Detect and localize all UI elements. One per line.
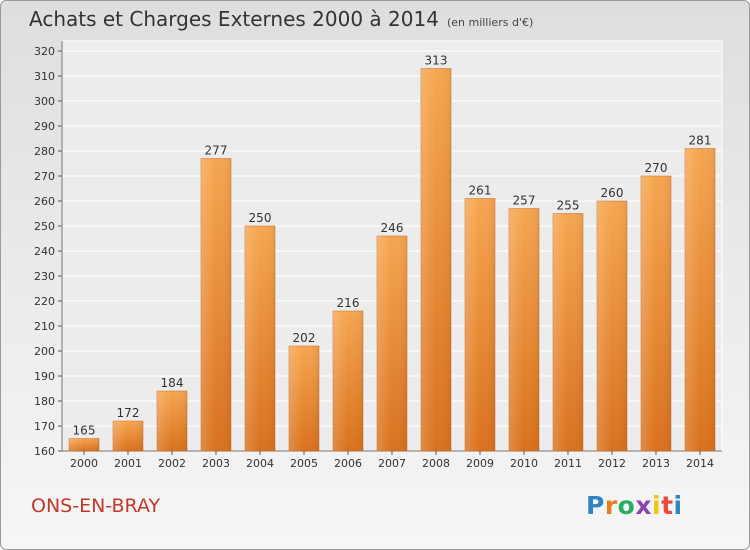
data-label: 165 bbox=[73, 424, 96, 438]
bar-shade bbox=[289, 346, 319, 451]
y-tick-label: 310 bbox=[34, 70, 55, 83]
y-tick-label: 280 bbox=[34, 145, 55, 158]
bars: 165 172 184 277 250 202 216 246 313 261 257 255 260 2… bbox=[68, 54, 716, 452]
logo-letter: t bbox=[661, 491, 674, 520]
y-tick-label: 220 bbox=[34, 295, 55, 308]
y-tick-label: 260 bbox=[34, 195, 55, 208]
bar-shade bbox=[641, 176, 671, 451]
y-tick-label: 210 bbox=[34, 320, 55, 333]
proxiti-logo: Proxiti bbox=[586, 491, 683, 520]
bar-shade bbox=[421, 68, 451, 451]
x-tick-label: 2014 bbox=[686, 457, 714, 470]
y-tick-label: 160 bbox=[34, 445, 55, 458]
logo-letter: o bbox=[617, 491, 636, 520]
y-tick-label: 190 bbox=[34, 370, 55, 383]
bar-shade bbox=[377, 236, 407, 451]
y-tick-label: 250 bbox=[34, 220, 55, 233]
data-label: 260 bbox=[601, 186, 624, 200]
data-label: 250 bbox=[249, 211, 272, 225]
data-label: 277 bbox=[205, 144, 228, 158]
data-label: 270 bbox=[645, 161, 668, 175]
x-axis-ticks: 2000 2001 2002 2003 2004 2005 2006 2007 2008 2009… bbox=[70, 451, 714, 470]
logo-letter: i bbox=[673, 491, 683, 520]
bar-shade bbox=[245, 226, 275, 451]
data-label: 202 bbox=[293, 331, 316, 345]
y-tick-label: 270 bbox=[34, 170, 55, 183]
logo-letter: i bbox=[652, 491, 662, 520]
bar-shade bbox=[69, 438, 99, 451]
y-tick-label: 200 bbox=[34, 345, 55, 358]
data-label: 184 bbox=[161, 376, 184, 390]
y-tick-label: 320 bbox=[34, 45, 55, 58]
x-tick-label: 2002 bbox=[158, 457, 186, 470]
x-tick-label: 2012 bbox=[598, 457, 626, 470]
y-axis-ticks: 160 170 180 190 200 210 220 230 240 250 260 270 280 2… bbox=[34, 45, 55, 458]
x-tick-label: 2010 bbox=[510, 457, 538, 470]
bar-shade bbox=[113, 421, 143, 451]
chart-title: Achats et Charges Externes 2000 à 2014 (e… bbox=[29, 7, 533, 31]
logo-letter: P bbox=[586, 491, 605, 520]
data-label: 257 bbox=[513, 194, 536, 208]
x-tick-label: 2011 bbox=[554, 457, 582, 470]
y-tick-label: 240 bbox=[34, 245, 55, 258]
x-tick-label: 2006 bbox=[334, 457, 362, 470]
bar-shade bbox=[685, 148, 715, 451]
x-tick-label: 2008 bbox=[422, 457, 450, 470]
data-label: 246 bbox=[381, 221, 404, 235]
y-tick-label: 300 bbox=[34, 95, 55, 108]
bar-shade bbox=[509, 208, 539, 451]
bar-shade bbox=[201, 158, 231, 451]
bar-shade bbox=[333, 311, 363, 451]
y-tick-label: 170 bbox=[34, 420, 55, 433]
bar-shade bbox=[597, 201, 627, 451]
bar-shade bbox=[465, 198, 495, 451]
data-label: 281 bbox=[689, 134, 712, 148]
bar-shade bbox=[553, 213, 583, 451]
data-label: 255 bbox=[557, 199, 580, 213]
y-tick-label: 290 bbox=[34, 120, 55, 133]
data-label: 172 bbox=[117, 406, 140, 420]
x-tick-label: 2005 bbox=[290, 457, 318, 470]
data-label: 261 bbox=[469, 184, 492, 198]
y-tick-label: 230 bbox=[34, 270, 55, 283]
logo-letter: r bbox=[604, 491, 618, 520]
x-tick-label: 2007 bbox=[378, 457, 406, 470]
bar-shade bbox=[157, 391, 187, 451]
x-tick-label: 2009 bbox=[466, 457, 494, 470]
x-tick-label: 2013 bbox=[642, 457, 670, 470]
logo-letter: x bbox=[635, 491, 652, 520]
x-tick-label: 2003 bbox=[202, 457, 230, 470]
data-label: 313 bbox=[425, 54, 448, 68]
x-tick-label: 2000 bbox=[70, 457, 98, 470]
chart-title-text: Achats et Charges Externes 2000 à 2014 bbox=[29, 7, 439, 31]
data-label: 216 bbox=[337, 296, 360, 310]
commune-name: ONS-EN-BRAY bbox=[31, 495, 161, 517]
unit-note: (en milliers d'€) bbox=[446, 16, 534, 29]
x-tick-label: 2004 bbox=[246, 457, 274, 470]
x-tick-label: 2001 bbox=[114, 457, 142, 470]
y-tick-label: 180 bbox=[34, 395, 55, 408]
